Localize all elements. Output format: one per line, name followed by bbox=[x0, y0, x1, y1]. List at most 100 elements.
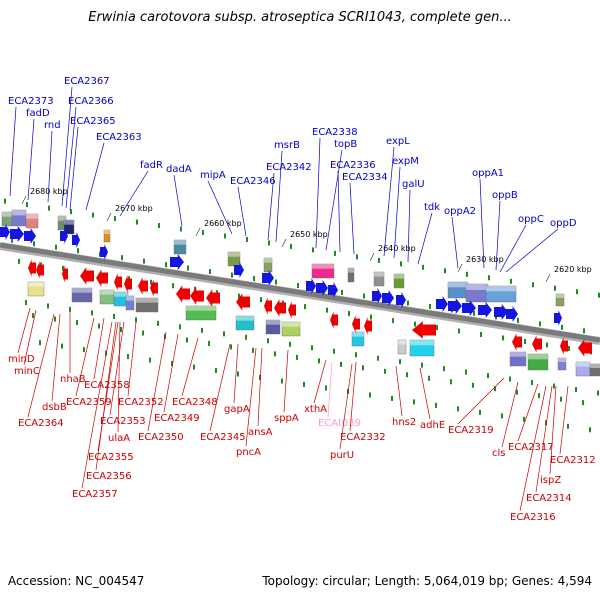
scale-dot bbox=[281, 378, 283, 384]
scale-dot bbox=[413, 399, 415, 405]
tick-label: 2620 kbp bbox=[554, 265, 592, 274]
reverse-gene-label: sppA bbox=[274, 413, 299, 424]
scale-dot bbox=[377, 355, 379, 361]
scale-dot bbox=[326, 307, 328, 313]
scale-dot bbox=[356, 254, 358, 260]
reverse-gene-arrow bbox=[138, 277, 148, 295]
scale-dot bbox=[69, 306, 71, 312]
scale-dot bbox=[494, 386, 496, 392]
forward-gene-arrow bbox=[506, 306, 518, 322]
scale-dot bbox=[479, 409, 481, 415]
scale-dot bbox=[318, 358, 320, 364]
scale-dot bbox=[466, 271, 468, 277]
reverse-gene-arrow bbox=[274, 299, 286, 317]
forward-gene-arrow bbox=[316, 280, 328, 296]
scale-dot bbox=[546, 342, 548, 348]
scale-dot bbox=[202, 229, 204, 235]
scale-dot bbox=[567, 423, 569, 429]
forward-gene-label: oppA2 bbox=[444, 206, 476, 217]
scale-dot bbox=[545, 420, 547, 426]
forward-gene-arrow bbox=[436, 296, 448, 312]
scale-dot bbox=[568, 345, 570, 351]
scale-dot bbox=[180, 226, 182, 232]
reverse-gene-arrow bbox=[578, 339, 592, 357]
forward-gene-arrow bbox=[462, 300, 476, 316]
reverse-gene-label: ECA2314 bbox=[526, 493, 572, 504]
forward-gene-label: ECA2373 bbox=[8, 96, 54, 107]
scale-dot bbox=[450, 379, 452, 385]
scale-dot bbox=[422, 264, 424, 270]
scale-dot bbox=[370, 314, 372, 320]
scale-dot bbox=[340, 361, 342, 367]
scale-dot bbox=[179, 324, 181, 330]
scale-dot bbox=[334, 250, 336, 256]
gene-block bbox=[485, 285, 517, 303]
scale-dot bbox=[215, 368, 217, 374]
scale-dot bbox=[201, 327, 203, 333]
scale-dot bbox=[275, 279, 277, 285]
reverse-gene-label: ECA2350 bbox=[138, 432, 184, 443]
scale-dot bbox=[369, 392, 371, 398]
scale-dot bbox=[501, 413, 503, 419]
scale-dot bbox=[260, 297, 262, 303]
gene-block bbox=[99, 289, 115, 305]
scale-dot bbox=[237, 371, 239, 377]
scale-dot bbox=[502, 335, 504, 341]
gene-block bbox=[11, 209, 27, 227]
scale-dot bbox=[517, 317, 519, 323]
scale-dot bbox=[312, 247, 314, 253]
scale-dot bbox=[297, 283, 299, 289]
scale-dot bbox=[48, 205, 50, 211]
scale-dot bbox=[428, 375, 430, 381]
gene-block bbox=[227, 251, 241, 267]
scale-dot bbox=[113, 313, 115, 319]
forward-gene-label: ECA2334 bbox=[342, 172, 388, 183]
scale-dot bbox=[165, 262, 167, 268]
scale-dot bbox=[399, 359, 401, 365]
reverse-gene-arrow bbox=[412, 321, 436, 339]
tick-label: 2630 kbp bbox=[466, 255, 504, 264]
chromosome-backbone bbox=[0, 242, 600, 343]
scale-dot bbox=[186, 337, 188, 343]
scale-dot bbox=[576, 289, 578, 295]
forward-gene-arrow bbox=[234, 262, 244, 278]
scale-dot bbox=[26, 202, 28, 208]
reverse-gene-arrow bbox=[62, 265, 68, 283]
gene-block bbox=[63, 219, 75, 235]
forward-gene-arrow bbox=[372, 288, 382, 304]
scale-dot bbox=[435, 402, 437, 408]
reverse-gene-label: hns2 bbox=[392, 417, 416, 428]
scale-dot bbox=[105, 350, 107, 356]
scale-dot bbox=[524, 338, 526, 344]
forward-gene-label: topB bbox=[334, 139, 357, 150]
gene-block bbox=[27, 281, 45, 297]
scale-dot bbox=[246, 236, 248, 242]
forward-gene-label: ECA2336 bbox=[330, 160, 376, 171]
accession-text: Accession: NC_004547 bbox=[8, 574, 145, 588]
scale-dot bbox=[252, 347, 254, 353]
forward-gene-label: rnd bbox=[44, 120, 61, 131]
scale-dot bbox=[560, 396, 562, 402]
reverse-gene-label: ECA2332 bbox=[340, 432, 386, 443]
scale-dot bbox=[436, 325, 438, 331]
scale-dot bbox=[150, 279, 152, 285]
scale-dot bbox=[61, 343, 63, 349]
scale-dot bbox=[289, 341, 291, 347]
scale-dot bbox=[121, 255, 123, 261]
scale-dot bbox=[400, 261, 402, 267]
forward-gene-label: galU bbox=[402, 179, 425, 190]
reverse-gene-label: ECA2312 bbox=[550, 455, 596, 466]
forward-gene-label: expM bbox=[392, 156, 419, 167]
scale-dot bbox=[230, 344, 232, 350]
forward-gene-label: ECA2363 bbox=[96, 132, 142, 143]
reverse-gene-label: ECA2359 bbox=[66, 397, 112, 408]
reverse-gene-arrow bbox=[96, 269, 108, 287]
forward-gene-arrow bbox=[448, 298, 462, 314]
reverse-gene-label: ECA2316 bbox=[510, 512, 556, 523]
gene-block bbox=[125, 295, 135, 311]
forward-gene-label: expL bbox=[386, 136, 410, 147]
scale-dot bbox=[553, 383, 555, 389]
gene-block bbox=[103, 229, 111, 243]
reverse-gene-label: minD bbox=[8, 354, 35, 365]
